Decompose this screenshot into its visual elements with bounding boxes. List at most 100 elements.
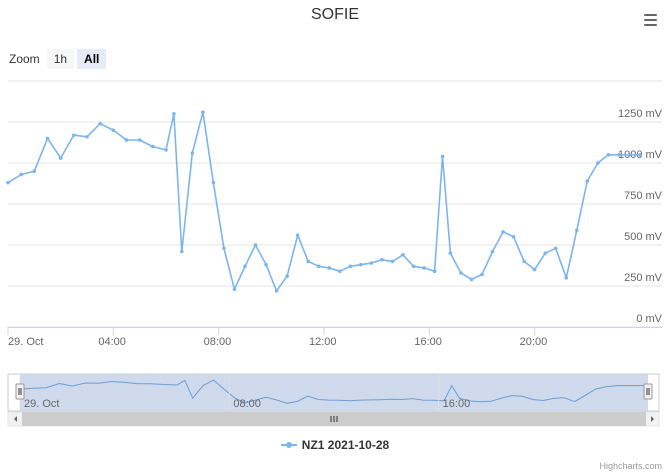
data-point[interactable] xyxy=(137,138,142,142)
scroll-right-arrow-icon[interactable] xyxy=(651,416,654,422)
data-point[interactable] xyxy=(285,274,289,278)
data-point[interactable] xyxy=(596,161,600,165)
data-point[interactable] xyxy=(359,262,363,267)
data-point[interactable] xyxy=(575,228,579,233)
data-point[interactable] xyxy=(380,257,384,262)
x-tick-label: 16:00 xyxy=(414,336,442,348)
data-point[interactable] xyxy=(390,259,395,264)
y-tick-label: 250 mV xyxy=(624,272,663,284)
data-point[interactable] xyxy=(111,128,116,132)
data-point[interactable] xyxy=(58,156,63,160)
data-point[interactable] xyxy=(243,264,247,269)
navigator-label: 29. Oct xyxy=(24,398,59,410)
data-point[interactable] xyxy=(274,289,279,293)
navigator-series xyxy=(19,379,648,404)
y-tick-label: 500 mV xyxy=(624,231,663,243)
x-tick-label: 20:00 xyxy=(520,336,548,348)
navigator-line xyxy=(19,379,648,404)
navigator-left-handle[interactable] xyxy=(15,383,25,400)
data-point[interactable] xyxy=(490,249,495,254)
data-point[interactable] xyxy=(98,121,102,126)
data-point[interactable] xyxy=(32,169,37,173)
data-point[interactable] xyxy=(606,153,611,157)
data-point[interactable] xyxy=(232,287,237,292)
data-point[interactable] xyxy=(348,264,353,269)
data-point[interactable] xyxy=(522,259,526,264)
zoom-all-button[interactable]: All xyxy=(77,49,107,69)
data-point[interactable] xyxy=(201,110,205,114)
data-point[interactable] xyxy=(124,138,129,142)
data-point[interactable] xyxy=(532,267,537,272)
data-point[interactable] xyxy=(72,133,76,137)
data-point[interactable] xyxy=(211,180,216,185)
data-point[interactable] xyxy=(440,154,445,159)
navigator-label: 16:00 xyxy=(443,398,471,410)
scroll-left-arrow-icon[interactable] xyxy=(14,416,17,422)
data-point[interactable] xyxy=(638,153,642,157)
data-point[interactable] xyxy=(19,172,23,177)
data-point[interactable] xyxy=(222,246,226,251)
legend: NZ1 2021-10-28 xyxy=(0,438,670,454)
y-tick-label: 1250 mV xyxy=(618,108,663,120)
scrollbar[interactable] xyxy=(7,411,660,427)
legend-label: NZ1 2021-10-28 xyxy=(301,438,390,452)
data-point[interactable] xyxy=(180,249,184,254)
legend-item-nz1[interactable]: NZ1 2021-10-28 xyxy=(280,438,390,452)
x-tick-label: 12:00 xyxy=(309,336,337,348)
data-point[interactable] xyxy=(585,179,590,183)
data-point[interactable] xyxy=(190,151,195,155)
data-point[interactable] xyxy=(459,271,463,275)
legend-line-icon xyxy=(280,439,297,451)
data-point[interactable] xyxy=(151,144,155,149)
data-point[interactable] xyxy=(369,261,374,265)
data-point[interactable] xyxy=(172,112,176,116)
navigator-right-handle[interactable] xyxy=(643,383,653,400)
data-point[interactable] xyxy=(401,253,405,257)
x-tick-label: 04:00 xyxy=(98,336,126,348)
series-nz1 xyxy=(6,110,642,293)
series-line xyxy=(7,111,640,292)
x-tick-label: 08:00 xyxy=(204,336,232,348)
x-axis: 29. Oct 04:00 08:00 12:00 16:00 20:00 xyxy=(7,327,662,348)
zoom-label: Zoom xyxy=(9,52,40,66)
data-point[interactable] xyxy=(6,180,10,185)
hamburger-menu-icon[interactable] xyxy=(644,14,657,26)
data-point[interactable] xyxy=(627,153,632,157)
chart-title: SOFIE xyxy=(310,6,359,23)
data-point[interactable] xyxy=(432,269,437,274)
data-point[interactable] xyxy=(264,262,268,267)
data-point[interactable] xyxy=(295,233,300,237)
zoom-1h-button[interactable]: 1h xyxy=(46,49,75,69)
navigator-labels: 29. Oct 08:00 16:00 xyxy=(19,374,471,411)
data-point[interactable] xyxy=(511,235,516,239)
x-tick-label: 29. Oct xyxy=(8,336,43,348)
data-point[interactable] xyxy=(316,264,321,269)
grid-lines xyxy=(8,80,662,328)
y-tick-label: 750 mV xyxy=(624,190,663,202)
data-point[interactable] xyxy=(422,266,426,270)
data-point[interactable] xyxy=(501,230,505,234)
navigator-selection[interactable] xyxy=(20,374,648,411)
data-point[interactable] xyxy=(543,251,547,255)
navigator-label: 08:00 xyxy=(233,398,261,410)
data-point[interactable] xyxy=(164,148,168,152)
data-point[interactable] xyxy=(338,269,342,274)
data-point[interactable] xyxy=(553,246,558,251)
data-point[interactable] xyxy=(564,276,569,280)
data-point[interactable] xyxy=(448,251,453,255)
data-point[interactable] xyxy=(45,136,50,141)
data-point[interactable] xyxy=(327,266,332,270)
data-point[interactable] xyxy=(85,134,89,139)
data-point[interactable] xyxy=(411,264,416,269)
credits-link[interactable]: Highcharts.com xyxy=(599,461,662,471)
data-point[interactable] xyxy=(253,243,258,247)
data-point[interactable] xyxy=(306,259,311,264)
range-selector: Zoom 1h All xyxy=(9,49,109,69)
data-point[interactable] xyxy=(469,277,474,282)
data-point[interactable] xyxy=(617,153,621,157)
navigator[interactable]: 29. Oct 08:00 16:00 xyxy=(7,373,660,412)
y-tick-label: 0 mV xyxy=(636,313,662,325)
data-point[interactable] xyxy=(480,272,484,277)
